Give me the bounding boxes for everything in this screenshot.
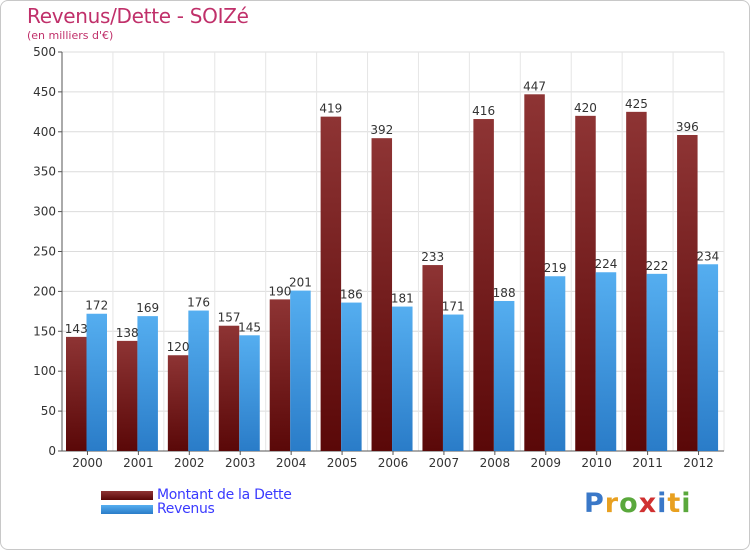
legend: Montant de la Dette Revenus <box>101 487 292 517</box>
data-label-revenue-2000: 172 <box>85 299 108 313</box>
x-tick-label: 2001 <box>123 456 154 470</box>
data-label-debt-2011: 425 <box>625 97 648 111</box>
bar-debt-2010 <box>575 115 596 451</box>
bar-revenue-2004 <box>290 290 311 451</box>
data-label-revenue-2012: 234 <box>696 249 719 263</box>
data-label-revenue-2007: 171 <box>442 300 465 314</box>
legend-swatch-debt <box>101 490 153 500</box>
bar-debt-2009 <box>524 94 545 451</box>
bar-debt-2004 <box>269 299 291 451</box>
legend-item-debt: Montant de la Dette <box>101 487 292 503</box>
bar-debt-2002 <box>167 355 189 451</box>
legend-swatch-revenue <box>101 504 153 514</box>
x-tick-label: 2003 <box>225 456 256 470</box>
data-label-debt-2003: 157 <box>218 311 241 325</box>
bar-revenue-2006 <box>392 306 413 451</box>
data-label-revenue-2010: 224 <box>595 257 618 271</box>
x-tick-label: 2007 <box>429 456 460 470</box>
data-label-revenue-2008: 188 <box>493 286 516 300</box>
bar-revenue-2010 <box>595 272 617 451</box>
bar-revenue-2007 <box>442 314 464 451</box>
data-label-debt-2004: 190 <box>268 284 291 298</box>
x-tick-label: 2002 <box>174 456 205 470</box>
data-label-revenue-2005: 186 <box>340 288 363 302</box>
legend-label-revenue: Revenus <box>157 501 215 517</box>
data-label-debt-2009: 447 <box>523 79 546 93</box>
bar-revenue-2001 <box>137 316 158 451</box>
bar-debt-2006 <box>371 138 393 451</box>
bar-revenue-2000 <box>86 313 107 451</box>
bar-debt-2008 <box>473 119 494 452</box>
x-tick-label: 2011 <box>632 456 663 470</box>
data-label-revenue-2002: 176 <box>187 296 210 310</box>
data-label-debt-2010: 420 <box>574 101 597 115</box>
chart-subtitle: (en milliers d'€) <box>27 29 114 42</box>
y-tick-label: 100 <box>33 364 56 378</box>
bar-revenue-2012 <box>697 264 719 451</box>
x-tick-label: 2000 <box>72 456 103 470</box>
data-label-debt-2005: 419 <box>319 102 342 116</box>
data-label-debt-2007: 233 <box>421 250 444 264</box>
data-label-revenue-2003: 145 <box>238 320 261 334</box>
data-label-debt-2000: 143 <box>65 322 88 336</box>
bar-revenue-2008 <box>493 300 515 451</box>
chart-title: Revenus/Dette - SOIZé <box>27 4 249 28</box>
data-label-revenue-2011: 222 <box>645 259 668 273</box>
legend-item-revenue: Revenus <box>101 501 292 517</box>
bar-revenue-2009 <box>544 276 566 451</box>
bar-debt-2000 <box>66 336 87 451</box>
y-tick-label: 150 <box>33 324 56 338</box>
x-tick-label: 2012 <box>683 456 714 470</box>
bar-revenue-2005 <box>341 302 362 451</box>
bar-debt-2012 <box>677 134 698 451</box>
data-label-revenue-2001: 169 <box>136 301 159 315</box>
data-label-debt-2006: 392 <box>370 123 393 137</box>
bar-revenue-2002 <box>188 310 209 451</box>
proxiti-logo: Proxiti <box>584 488 692 519</box>
x-tick-label: 2004 <box>276 456 307 470</box>
y-tick-label: 200 <box>33 284 56 298</box>
y-tick-label: 350 <box>33 165 56 179</box>
y-tick-label: 300 <box>33 205 56 219</box>
y-tick-label: 400 <box>33 125 56 139</box>
data-label-revenue-2004: 201 <box>289 276 312 290</box>
x-tick-label: 2006 <box>378 456 409 470</box>
bar-debt-2001 <box>116 340 138 451</box>
bar-revenue-2011 <box>646 273 668 451</box>
data-label-debt-2012: 396 <box>676 120 699 134</box>
y-tick-label: 450 <box>33 85 56 99</box>
x-tick-label: 2009 <box>530 456 561 470</box>
y-tick-label: 500 <box>33 45 56 59</box>
x-tick-label: 2010 <box>581 456 612 470</box>
bar-revenue-2003 <box>239 335 260 451</box>
y-tick-label: 250 <box>33 245 56 259</box>
data-label-revenue-2006: 181 <box>391 292 414 306</box>
bar-debt-2007 <box>422 265 443 451</box>
data-label-debt-2008: 416 <box>472 104 495 118</box>
y-tick-label: 50 <box>41 404 56 418</box>
x-tick-label: 2008 <box>480 456 511 470</box>
x-tick-label: 2005 <box>327 456 358 470</box>
data-label-revenue-2009: 219 <box>544 261 567 275</box>
bar-debt-2003 <box>218 325 240 451</box>
legend-label-debt: Montant de la Dette <box>157 487 292 503</box>
y-tick-label: 0 <box>48 444 56 458</box>
data-label-debt-2002: 120 <box>167 340 190 354</box>
bar-debt-2005 <box>320 116 342 451</box>
bar-debt-2011 <box>626 111 647 451</box>
data-label-debt-2001: 138 <box>116 326 139 340</box>
